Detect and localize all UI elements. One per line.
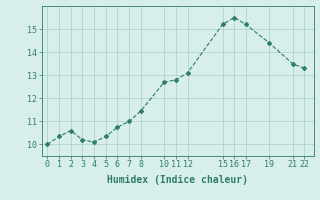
X-axis label: Humidex (Indice chaleur): Humidex (Indice chaleur) (107, 175, 248, 185)
